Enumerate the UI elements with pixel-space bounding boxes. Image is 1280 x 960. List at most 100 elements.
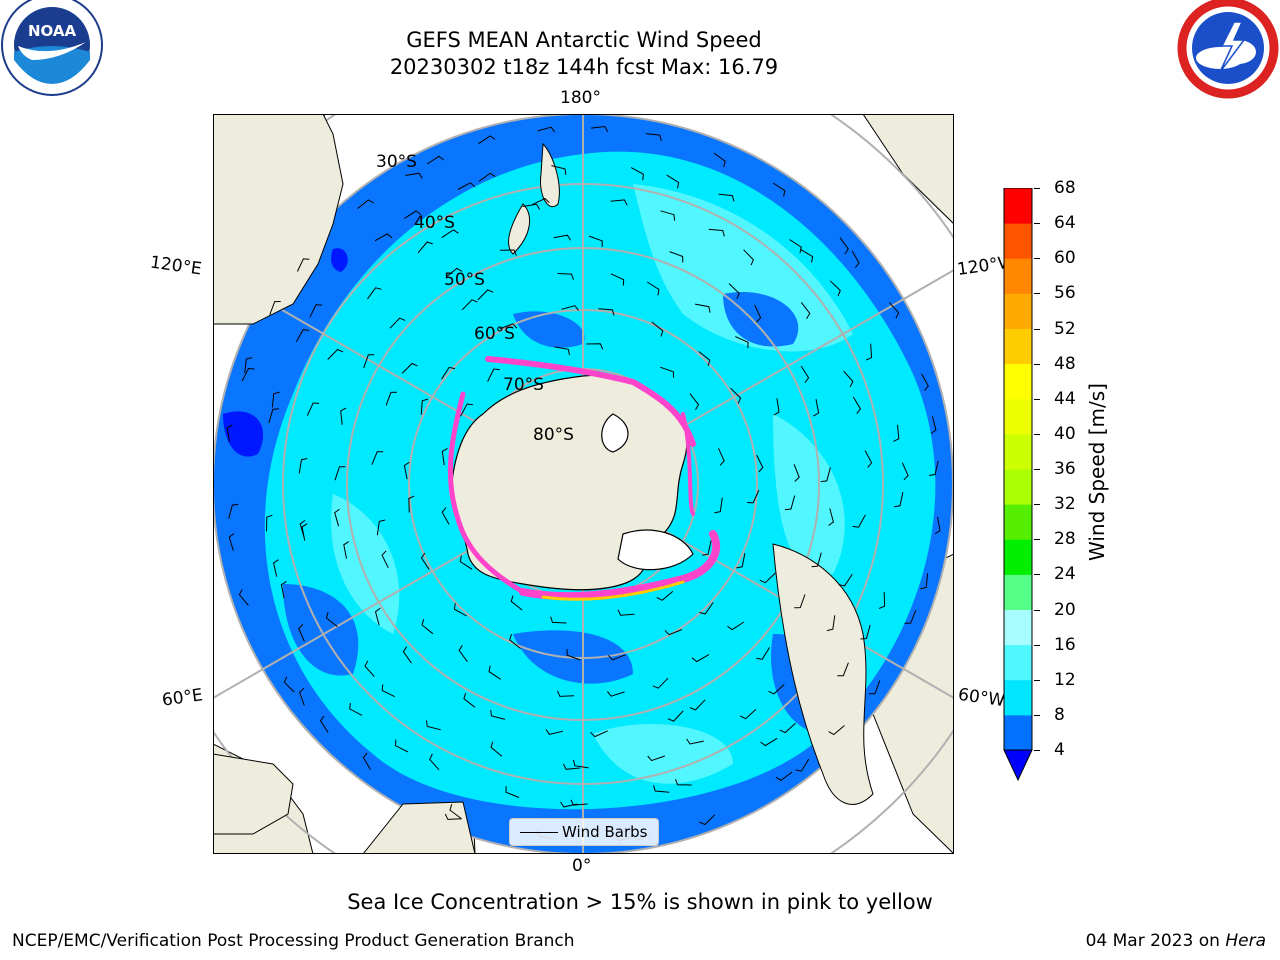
colorbar-tick-mark — [1034, 469, 1040, 470]
wind-barb — [904, 610, 917, 624]
colorbar-tick-mark — [1034, 363, 1040, 365]
wind-barb — [784, 495, 796, 511]
footer-credit: NCEP/EMC/Verification Post Processing Pr… — [12, 931, 575, 951]
colorbar-tick-label: 40 — [1054, 423, 1076, 444]
lat-label-30s: 30°S — [376, 152, 417, 172]
wind-barb — [405, 172, 423, 179]
wind-barb — [404, 210, 422, 220]
wind-barb — [441, 229, 459, 239]
wind-barb — [860, 624, 871, 640]
wind-barb — [607, 691, 625, 697]
wind-barb — [826, 615, 836, 632]
wind-barb — [760, 737, 778, 747]
wind-barb — [417, 241, 433, 254]
wind-barb — [560, 801, 578, 808]
wind-barb — [271, 391, 280, 408]
wind-barb — [441, 447, 448, 466]
wind-barb — [394, 739, 409, 753]
wind-barb — [371, 451, 384, 465]
wind-barb — [298, 623, 305, 642]
wind-barb — [888, 302, 900, 319]
wind-barb — [545, 729, 564, 735]
wind-barb — [839, 237, 849, 255]
colorbar-tick-mark — [1034, 504, 1040, 506]
colorbar-tick-label: 56 — [1054, 283, 1076, 304]
wind-barb — [829, 280, 841, 297]
wind-barb — [389, 317, 406, 329]
wind-barb — [708, 228, 725, 237]
wind-barb — [408, 495, 415, 513]
wind-barb — [537, 126, 556, 133]
wind-barb — [813, 399, 820, 417]
wind-barb — [772, 182, 786, 197]
colorbar-outline — [1003, 187, 1033, 751]
wind-barb — [775, 771, 793, 782]
colorbar-segment — [1004, 714, 1032, 751]
nws-logo — [1176, 0, 1280, 100]
wind-barb — [930, 416, 937, 434]
wind-barb — [590, 730, 608, 738]
wind-barb — [403, 461, 410, 480]
wind-barb — [736, 553, 746, 569]
wind-barb — [445, 267, 463, 278]
wind-barb — [401, 362, 418, 374]
colorbar-tick-label: 20 — [1054, 599, 1076, 620]
wind-barb — [505, 786, 520, 798]
noaa-logo: NOAA — [0, 0, 104, 100]
wind-barb — [864, 450, 873, 468]
wind-barb — [343, 541, 350, 559]
wind-barb — [686, 738, 704, 745]
wind-barb — [309, 304, 323, 318]
lon-label-0: 0° — [572, 856, 592, 876]
wind-barb — [652, 677, 669, 689]
wind-barb — [459, 555, 473, 570]
wind-barb — [490, 741, 503, 757]
wind-barb — [226, 424, 233, 442]
wind-barb — [349, 702, 363, 716]
wind-barb — [689, 393, 700, 411]
wind-barb — [550, 616, 567, 624]
wind-barb — [385, 391, 397, 406]
footer-date: 04 Mar 2023 on Hera — [1086, 931, 1266, 951]
wind-barb — [381, 550, 389, 569]
wind-barb — [487, 368, 500, 382]
wind-barb — [561, 305, 579, 311]
wind-barb — [730, 387, 742, 404]
wind-barb — [444, 813, 462, 820]
colorbar-tick-label: 24 — [1054, 564, 1076, 585]
colorbar-tick-label: 36 — [1054, 459, 1076, 479]
wind-barb — [717, 447, 725, 466]
wind-barb — [820, 467, 831, 483]
wind-barb — [828, 508, 834, 526]
wind-barb — [756, 647, 771, 660]
wind-barb — [901, 462, 909, 481]
sea-ice — [447, 356, 721, 601]
lon-label-180: 180° — [560, 88, 601, 108]
wind-barb — [664, 629, 683, 636]
wind-barb — [675, 779, 692, 786]
wind-barb — [499, 323, 518, 330]
colorbar-tick-mark — [1034, 188, 1040, 189]
wind-barb — [921, 373, 929, 391]
wind-barb — [610, 199, 628, 206]
wind-barb — [280, 580, 287, 599]
colorbar-segment — [1004, 293, 1032, 329]
wind-barb — [426, 155, 444, 165]
colorbar-tick-label: 44 — [1054, 388, 1076, 409]
colorbar-segment — [1004, 609, 1032, 646]
wind-barb — [509, 634, 522, 649]
wind-barb — [363, 354, 375, 369]
colorbar-segment — [1004, 644, 1032, 681]
wind-barb — [838, 573, 853, 587]
wind-barb — [714, 497, 723, 514]
wind-barb — [699, 814, 716, 826]
wind-barb — [460, 403, 474, 417]
colorbar-tick-mark — [1034, 258, 1040, 260]
wind-barb — [828, 725, 845, 736]
colorbar-segment — [1004, 363, 1032, 400]
lat-label-70s: 70°S — [503, 375, 544, 395]
wind-barb — [478, 135, 496, 145]
wind-barb — [306, 402, 320, 416]
wind-barb — [376, 519, 386, 536]
wind-barb — [420, 398, 429, 415]
